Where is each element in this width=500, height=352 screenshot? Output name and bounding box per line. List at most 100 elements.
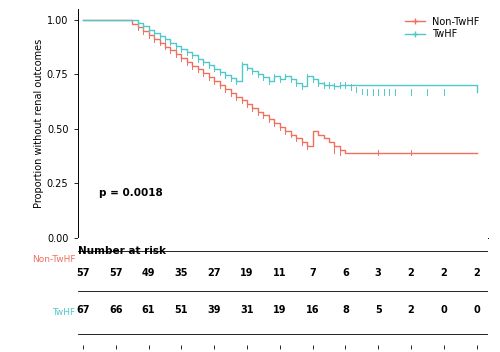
Non-TwHF	[195, 67, 201, 71]
Non-TwHF	[255, 109, 261, 114]
Non-TwHF	[244, 102, 250, 106]
Non-TwHF	[129, 21, 135, 26]
TwHF	[156, 34, 162, 38]
Non-TwHF	[190, 64, 196, 68]
TwHF	[320, 83, 326, 87]
TwHF	[310, 77, 316, 82]
TwHF	[228, 76, 234, 80]
Text: 31: 31	[240, 305, 254, 315]
Text: Non-TwHF: Non-TwHF	[32, 254, 76, 264]
Line: TwHF: TwHF	[83, 20, 476, 92]
Text: 57: 57	[76, 268, 90, 277]
Non-TwHF	[332, 144, 338, 148]
TwHF	[277, 77, 283, 82]
Non-TwHF	[315, 132, 321, 137]
Non-TwHF	[184, 59, 190, 64]
Non-TwHF	[342, 151, 348, 155]
Text: 67: 67	[76, 305, 90, 315]
Non-TwHF	[293, 136, 299, 140]
Text: 2: 2	[408, 268, 414, 277]
TwHF	[260, 75, 266, 80]
Text: 2: 2	[440, 268, 447, 277]
Text: 11: 11	[273, 268, 286, 277]
Non-TwHF	[298, 140, 304, 145]
TwHF	[200, 60, 206, 64]
Non-TwHF	[200, 71, 206, 75]
TwHF	[238, 62, 244, 67]
Non-TwHF	[282, 129, 288, 133]
TwHF	[134, 21, 140, 25]
Non-TwHF	[206, 75, 212, 79]
Legend: Non-TwHF, TwHF: Non-TwHF, TwHF	[402, 14, 482, 42]
Non-TwHF	[288, 132, 294, 137]
Text: 57: 57	[109, 268, 122, 277]
TwHF	[206, 63, 212, 67]
Non-TwHF	[178, 56, 184, 60]
Text: TwHF: TwHF	[52, 308, 76, 317]
TwHF	[342, 83, 348, 87]
Non-TwHF	[260, 113, 266, 118]
Text: 2: 2	[473, 268, 480, 277]
TwHF	[216, 70, 222, 74]
Non-TwHF	[304, 144, 310, 148]
Non-TwHF	[211, 79, 217, 83]
Non-TwHF	[474, 151, 480, 155]
TwHF	[255, 72, 261, 76]
TwHF	[211, 67, 217, 71]
Text: 19: 19	[273, 305, 286, 315]
TwHF	[233, 79, 239, 83]
Non-TwHF	[320, 136, 326, 140]
TwHF	[250, 69, 256, 73]
Non-TwHF	[326, 140, 332, 145]
Non-TwHF	[162, 44, 168, 49]
Text: p = 0.0018: p = 0.0018	[100, 188, 163, 198]
Text: 66: 66	[109, 305, 122, 315]
Text: 6: 6	[342, 268, 348, 277]
X-axis label: Follow up time (months): Follow up time (months)	[219, 259, 346, 270]
Non-TwHF	[238, 98, 244, 102]
Non-TwHF	[134, 25, 140, 30]
Text: Number at risk: Number at risk	[78, 246, 166, 256]
Text: 5: 5	[375, 305, 382, 315]
TwHF	[332, 84, 338, 88]
TwHF	[173, 44, 179, 48]
TwHF	[178, 47, 184, 51]
TwHF	[298, 84, 304, 88]
Text: 16: 16	[306, 305, 320, 315]
TwHF	[195, 57, 201, 61]
Non-TwHF	[173, 52, 179, 56]
Text: 3: 3	[375, 268, 382, 277]
TwHF	[222, 73, 228, 77]
Text: 39: 39	[208, 305, 221, 315]
Non-TwHF	[272, 121, 278, 125]
Text: 7: 7	[309, 268, 316, 277]
Text: 61: 61	[142, 305, 156, 315]
TwHF	[293, 81, 299, 85]
Text: 2: 2	[408, 305, 414, 315]
TwHF	[315, 81, 321, 85]
Non-TwHF	[216, 83, 222, 87]
Non-TwHF	[156, 40, 162, 45]
TwHF	[184, 50, 190, 54]
TwHF	[129, 18, 135, 22]
Text: 27: 27	[208, 268, 221, 277]
Text: 51: 51	[174, 305, 188, 315]
TwHF	[80, 18, 86, 22]
TwHF	[337, 83, 343, 87]
Non-TwHF	[250, 106, 256, 110]
Text: 0: 0	[440, 305, 447, 315]
Text: 49: 49	[142, 268, 156, 277]
Non-TwHF	[277, 125, 283, 129]
Non-TwHF	[266, 117, 272, 121]
Text: 8: 8	[342, 305, 349, 315]
Text: 0: 0	[473, 305, 480, 315]
TwHF	[168, 40, 173, 45]
Text: 19: 19	[240, 268, 254, 277]
TwHF	[282, 74, 288, 78]
TwHF	[326, 83, 332, 87]
Non-TwHF	[233, 95, 239, 99]
TwHF	[140, 24, 146, 29]
TwHF	[474, 90, 480, 94]
TwHF	[151, 31, 157, 35]
TwHF	[266, 78, 272, 83]
